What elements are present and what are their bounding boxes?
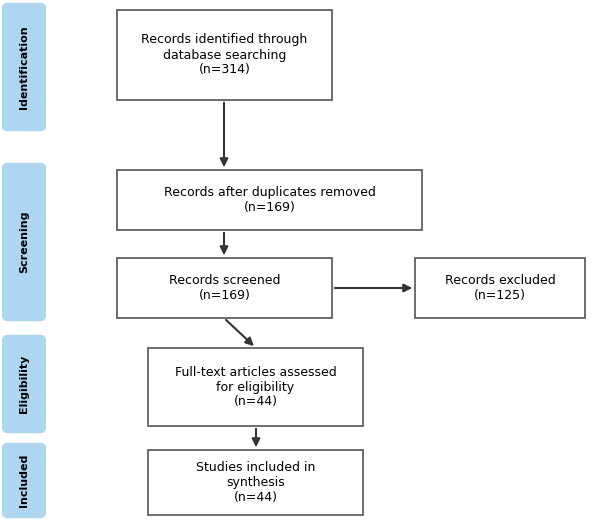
Text: Records after duplicates removed
(n=169): Records after duplicates removed (n=169) xyxy=(164,186,376,214)
Text: Identification: Identification xyxy=(19,25,29,109)
Text: Records identified through
database searching
(n=314): Records identified through database sear… xyxy=(142,33,308,77)
Text: Full-text articles assessed
for eligibility
(n=44): Full-text articles assessed for eligibil… xyxy=(175,365,337,409)
Text: Records screened
(n=169): Records screened (n=169) xyxy=(169,274,280,302)
Text: Screening: Screening xyxy=(19,211,29,273)
Text: Included: Included xyxy=(19,454,29,507)
Text: Eligibility: Eligibility xyxy=(19,355,29,413)
Text: Studies included in
synthesis
(n=44): Studies included in synthesis (n=44) xyxy=(196,461,315,504)
Text: Records excluded
(n=125): Records excluded (n=125) xyxy=(445,274,556,302)
